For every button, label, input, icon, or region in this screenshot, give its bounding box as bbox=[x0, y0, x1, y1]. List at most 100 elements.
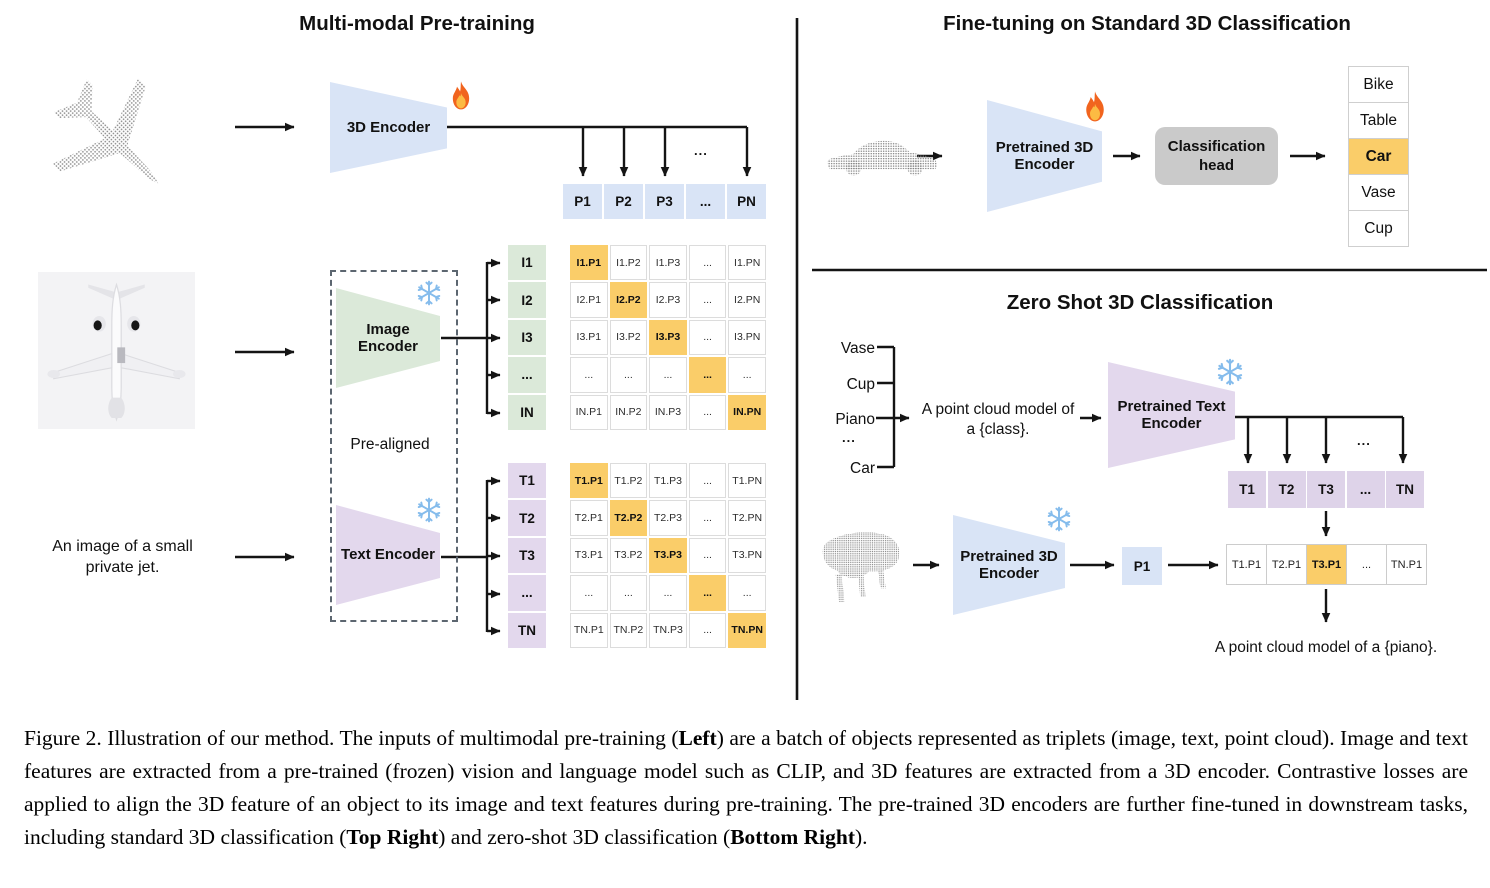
class-cell: Bike bbox=[1348, 66, 1409, 103]
caption-segment: Figure 2. Illustration of our method. Th… bbox=[24, 726, 679, 750]
zero-shot-output-text: A point cloud model of a {piano}. bbox=[1214, 639, 1438, 656]
candidate-class: Car bbox=[850, 460, 875, 477]
matrix-cell: ... bbox=[649, 357, 687, 393]
image-feature-column: I1 I2 I3... IN bbox=[508, 245, 546, 430]
right-branch-ellipsis: ... bbox=[1357, 433, 1371, 448]
fire-icon bbox=[452, 81, 470, 110]
image-feature-cell: I2 bbox=[508, 282, 546, 318]
image-encoder-label: Image Encoder bbox=[357, 320, 418, 355]
pretrained-text-encoder-label: Pretrained Text Encoder bbox=[1117, 397, 1226, 432]
matrix-cell: T1.P2 bbox=[609, 463, 648, 499]
p-row-cell: P2 bbox=[604, 184, 643, 219]
matrix-cell: ... bbox=[649, 575, 687, 611]
input-caption-text: An image of a small private jet. bbox=[52, 538, 193, 576]
image-feature-cell: I3 bbox=[508, 319, 546, 356]
caption-bold-segment: Bottom Right bbox=[730, 825, 856, 849]
matrix-cell: I3.P1 bbox=[570, 319, 608, 356]
matrix-cell: T2.P3 bbox=[649, 500, 687, 536]
matrix-cell: T1.PN bbox=[728, 463, 766, 499]
caption-bold-segment: Top Right bbox=[346, 825, 439, 849]
image-feature-cell: ... bbox=[508, 357, 546, 393]
matrix-cell: TN.P2 bbox=[609, 612, 648, 648]
result-cell: T2.P1 bbox=[1266, 544, 1307, 585]
prompt-line-2: a {class}. bbox=[966, 420, 1030, 438]
text-feature-cell: TN bbox=[508, 612, 546, 648]
text-feature-column: T1 T2 T3... TN bbox=[508, 463, 546, 648]
matrix-cell: ... bbox=[570, 357, 608, 393]
snowflake-icon bbox=[417, 497, 441, 523]
matrix-cell: ... bbox=[609, 575, 648, 611]
airplane-point-cloud bbox=[52, 78, 159, 184]
fire-icon bbox=[1086, 91, 1104, 122]
class-cell: Vase bbox=[1348, 174, 1409, 211]
caption-segment: ) are a batch of objects represented as … bbox=[24, 726, 1468, 849]
text-feature-cell: T2 bbox=[508, 500, 546, 536]
result-cell: TN.P1 bbox=[1386, 544, 1427, 585]
pretrained-3d-encoder-ft-label: Pretrained 3D Encoder bbox=[995, 138, 1094, 173]
bottom-right-connectors bbox=[876, 345, 1408, 623]
candidate-class: Vase bbox=[840, 340, 875, 357]
matrix-cell: T2.P1 bbox=[570, 500, 608, 536]
matrix-cell: ... bbox=[688, 500, 727, 536]
candidate-class: Cup bbox=[846, 376, 875, 393]
prompt-text: A point cloud model of a {class}. bbox=[902, 400, 1094, 439]
matrix-cell: T2.PN bbox=[728, 500, 766, 536]
matrix-cell: I1.P1 bbox=[570, 245, 608, 281]
p-row-cell: ... bbox=[686, 184, 725, 219]
left-panel-connectors bbox=[235, 122, 752, 636]
zs-t-cell: T1 bbox=[1228, 471, 1266, 508]
text-encoder-label: Text Encoder bbox=[341, 546, 435, 564]
classification-head: Classification head bbox=[1155, 127, 1278, 185]
matrix-cell: ... bbox=[688, 357, 727, 393]
class-cell: Car bbox=[1348, 138, 1409, 175]
connector-lines bbox=[235, 18, 1487, 700]
matrix-cell: T1.P1 bbox=[570, 463, 608, 499]
matrix-cell: ... bbox=[688, 612, 727, 648]
matrix-cell: T3.P1 bbox=[570, 537, 608, 574]
class-cell: Cup bbox=[1348, 210, 1409, 247]
result-cell: T1.P1 bbox=[1226, 544, 1267, 585]
caption-segment: ). bbox=[855, 825, 868, 849]
prompt-line-1: A point cloud model of bbox=[921, 401, 1075, 418]
top-right-title: Fine-tuning on Standard 3D Classificatio… bbox=[943, 12, 1351, 35]
image-feature-cell: IN bbox=[508, 394, 546, 430]
class-list: Bike Table Car Vase Cup bbox=[1348, 66, 1409, 247]
matrix-cell: IN.P1 bbox=[570, 394, 608, 430]
result-cell: T3.P1 bbox=[1306, 544, 1347, 585]
candidate-class-ellipsis: ... bbox=[842, 430, 856, 445]
p-row-cell: PN bbox=[727, 184, 766, 219]
image-feature-cell: I1 bbox=[508, 245, 546, 281]
candidate-class: Piano bbox=[835, 411, 875, 428]
matrix-cell: ... bbox=[688, 245, 727, 281]
matrix-cell: IN.P2 bbox=[609, 394, 648, 430]
snowflake-icon bbox=[417, 280, 441, 306]
matrix-cell: ... bbox=[688, 537, 727, 574]
matrix-cell: T3.P2 bbox=[609, 537, 648, 574]
airplane-photo bbox=[38, 272, 195, 429]
caption-segment: ) and zero-shot 3D classification ( bbox=[438, 825, 731, 849]
car-point-cloud bbox=[827, 140, 937, 176]
text-feature-cell: T3 bbox=[508, 537, 546, 574]
zero-shot-result-row: T1.P1 T2.P1 T3.P1... TN.P1 bbox=[1226, 544, 1427, 585]
matrix-cell: I1.P3 bbox=[649, 245, 687, 281]
zs-t-cell: T2 bbox=[1267, 471, 1306, 508]
matrix-cell: ... bbox=[609, 357, 648, 393]
snowflake-icon bbox=[1047, 506, 1071, 532]
text-feature-cell: T1 bbox=[508, 463, 546, 499]
zs-t-cell: TN bbox=[1386, 471, 1424, 508]
pre-aligned-label: Pre-aligned bbox=[350, 436, 430, 453]
left-branch-ellipsis: ... bbox=[694, 143, 708, 158]
matrix-cell: IN.P3 bbox=[649, 394, 687, 430]
matrix-cell: TN.PN bbox=[728, 612, 766, 648]
p1-feature-cell: P1 bbox=[1122, 547, 1162, 585]
matrix-cell: ... bbox=[688, 575, 727, 611]
matrix-cell: ... bbox=[728, 357, 766, 393]
bottom-right-title: Zero Shot 3D Classification bbox=[1006, 291, 1274, 314]
pretrained-3d-encoder-zs-label: Pretrained 3D Encoder bbox=[960, 547, 1058, 582]
matrix-cell: ... bbox=[688, 282, 727, 318]
matrix-cell: I3.P3 bbox=[649, 319, 687, 356]
text-point-similarity-matrix: T1.P1 T1.P2 T1.P3... T1.PN T2.P1 T2.P2 T2.P3..… bbox=[570, 463, 766, 648]
encoder-3d-label: 3D Encoder bbox=[346, 118, 431, 136]
matrix-cell: I2.P1 bbox=[570, 282, 608, 318]
